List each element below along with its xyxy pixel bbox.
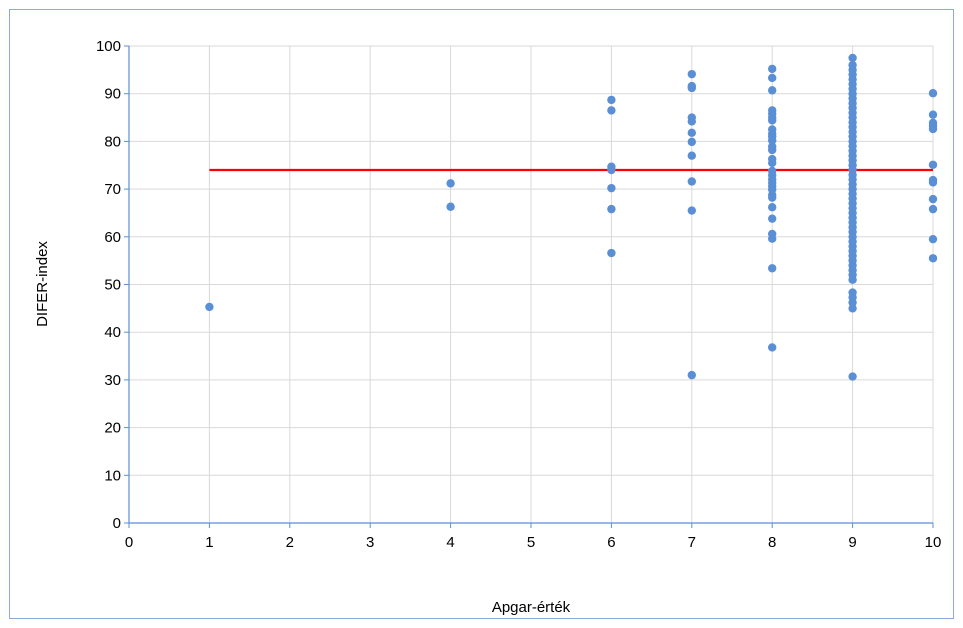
y-tick-label: 70	[104, 181, 121, 198]
x-tick-label: 10	[925, 534, 942, 551]
data-point	[928, 204, 938, 214]
data-point	[607, 204, 616, 214]
data-point	[607, 183, 616, 193]
x-axis-title: Apgar-érték	[492, 599, 571, 616]
data-point	[687, 206, 696, 215]
y-tick-label: 10	[104, 467, 121, 484]
y-tick-label: 20	[104, 420, 121, 437]
gridlines	[129, 45, 934, 523]
x-tick-label: 4	[446, 534, 454, 551]
data-point	[768, 234, 777, 243]
x-tick-label: 8	[768, 534, 776, 551]
data-point	[848, 372, 857, 381]
data-point	[848, 53, 857, 63]
data-point	[928, 178, 938, 187]
y-tick-label: 60	[104, 229, 121, 246]
x-tick-label: 0	[125, 534, 133, 551]
x-tick-label: 7	[688, 534, 696, 551]
data-point	[607, 165, 616, 175]
data-point	[768, 193, 777, 202]
data-point	[848, 275, 857, 284]
data-point	[768, 73, 777, 83]
data-point	[928, 234, 938, 244]
data-point	[687, 151, 696, 160]
x-tick-label: 3	[366, 534, 374, 551]
data-point	[687, 177, 696, 186]
x-tick-label: 6	[607, 534, 615, 551]
data-point	[687, 128, 696, 138]
data-point	[768, 343, 777, 352]
data-point	[446, 179, 455, 188]
data-point	[687, 83, 696, 93]
data-point	[768, 136, 777, 145]
data-points	[205, 53, 938, 381]
y-tick-label: 50	[104, 277, 121, 294]
axes	[124, 45, 934, 528]
y-tick-label: 30	[104, 372, 121, 389]
y-tick-label: 80	[104, 133, 121, 150]
data-point	[446, 202, 455, 211]
data-point	[768, 116, 777, 125]
data-point	[928, 89, 938, 98]
data-point	[687, 137, 696, 147]
data-point	[928, 110, 938, 119]
data-point	[848, 304, 857, 313]
data-point	[687, 370, 696, 380]
chart-frame	[9, 9, 954, 619]
data-point	[607, 106, 616, 115]
data-point	[607, 248, 616, 258]
data-point	[768, 264, 777, 273]
data-point	[768, 158, 777, 168]
x-tick-label: 1	[205, 534, 213, 551]
data-point	[687, 69, 696, 79]
data-point	[205, 302, 214, 312]
data-point	[768, 214, 777, 223]
x-tick-label: 2	[286, 534, 294, 551]
data-point	[687, 117, 696, 126]
x-tick-label: 9	[848, 534, 856, 551]
y-tick-label: 100	[96, 38, 121, 55]
data-point	[768, 203, 777, 212]
data-point	[928, 254, 938, 263]
y-tick-label: 40	[104, 324, 121, 341]
y-tick-label: 0	[113, 515, 121, 532]
data-point	[928, 160, 938, 169]
data-point	[768, 145, 777, 155]
y-axis-title: DIFER-index	[34, 241, 51, 327]
data-point	[768, 86, 777, 95]
tick-labels: 0 10 20 30 40 50 60 70 80 90 100 0 1 2 3 4 5 6 7 8 9 10	[96, 38, 941, 551]
data-point	[768, 64, 777, 74]
x-tick-label: 5	[527, 534, 535, 551]
data-point	[607, 95, 616, 105]
y-tick-label: 90	[104, 86, 121, 103]
data-point	[928, 194, 938, 204]
data-point	[928, 124, 938, 134]
